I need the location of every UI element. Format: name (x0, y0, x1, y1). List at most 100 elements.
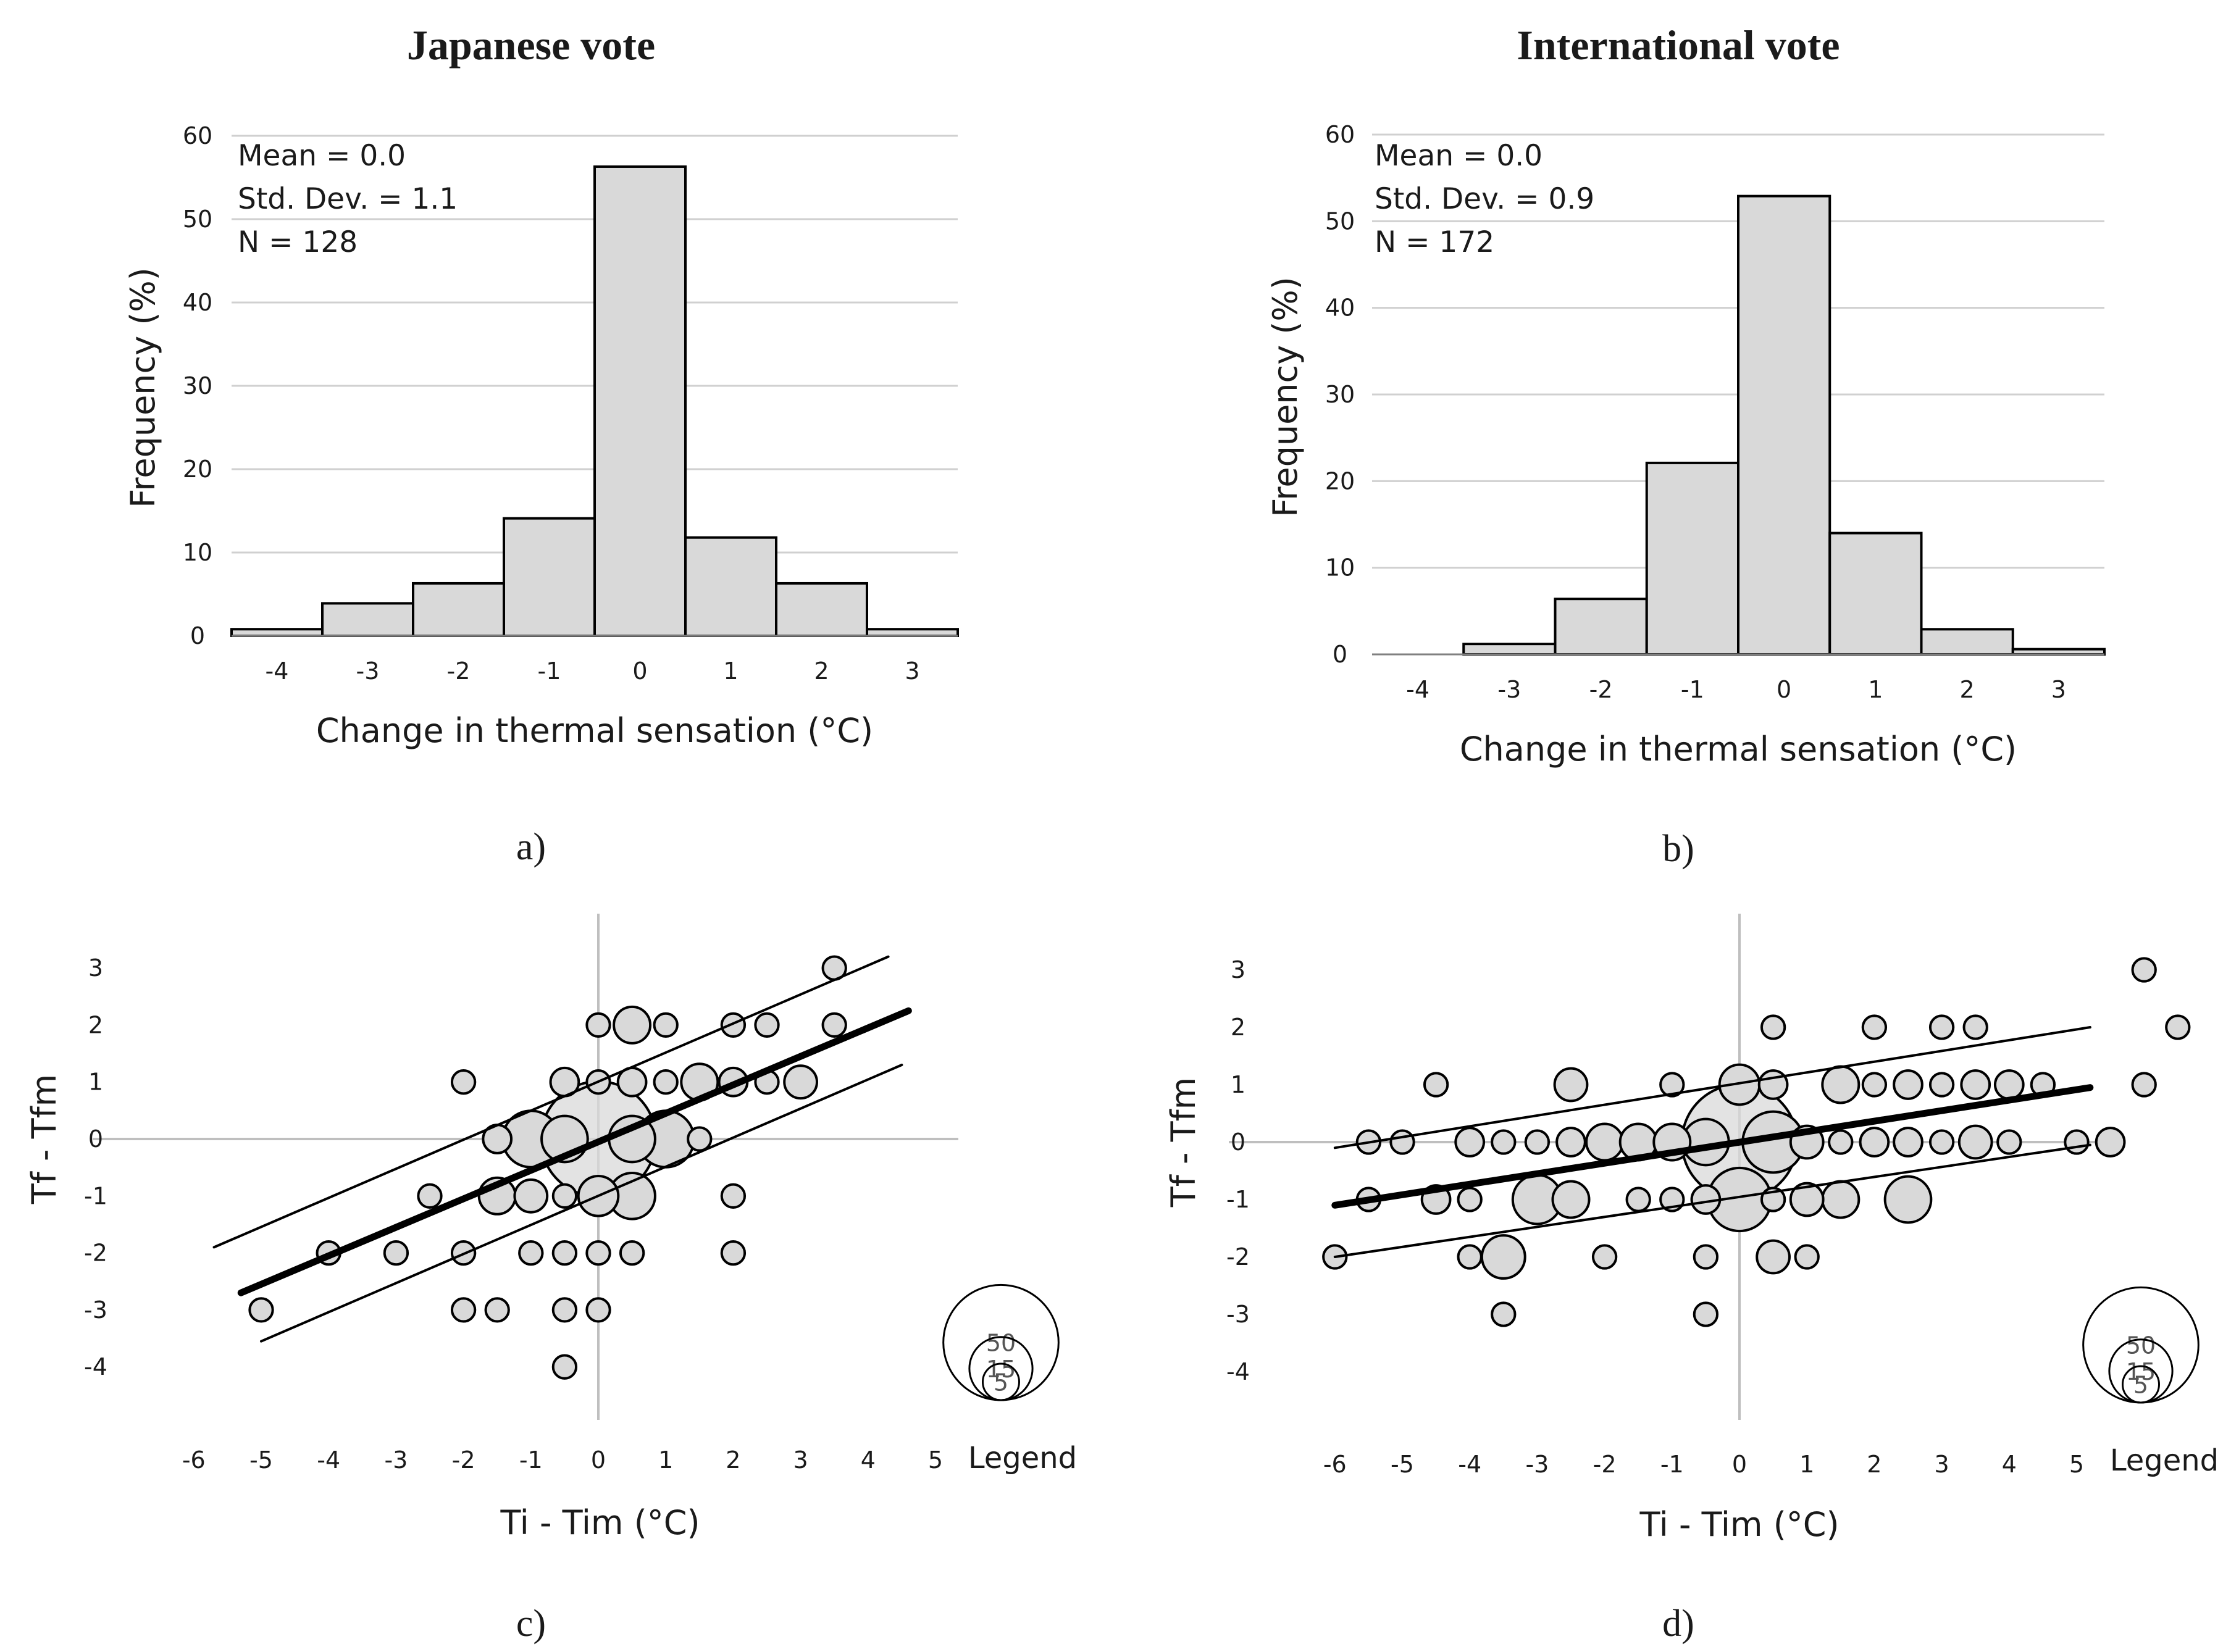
panel-c-y-tick: -1 (84, 1182, 107, 1209)
panel-d-point (1693, 1301, 1719, 1327)
panel-c-point (551, 1297, 578, 1323)
panel-d-upper-line (1333, 1026, 2091, 1149)
panel-a-x-tick: 2 (814, 657, 829, 685)
panel-c-x-tick: 2 (726, 1446, 740, 1474)
panel-c-x-tick: -3 (384, 1446, 408, 1474)
panel-d-y-tick: -2 (1226, 1243, 1250, 1270)
panel-b-label: b) (1662, 828, 1694, 870)
panel-b-bar (1645, 461, 1739, 656)
panel-d-x-tick: 3 (1935, 1451, 1949, 1478)
panel-d-legend-title: Legend (2110, 1443, 2219, 1478)
panel-c-point (613, 1005, 652, 1045)
panel-c-point (585, 1240, 611, 1266)
panel-b-y-tick: 60 (1325, 121, 1355, 148)
panel-d-point (1757, 1069, 1789, 1100)
panel-a-x-ticks: -4 -3 -2 -1 0 1 2 3 (266, 657, 920, 685)
panel-b-y-ticks: 0 10 20 30 40 50 60 (1325, 121, 1355, 668)
panel-d-point (1962, 1014, 1988, 1040)
panel-d-point (1591, 1244, 1618, 1270)
panel-d-y-tick: 3 (1231, 956, 1245, 983)
panel-b-bar (1462, 643, 1557, 656)
panel-a-bar (321, 602, 414, 637)
panel-b-stat-mean: Mean = 0.0 (1375, 139, 1542, 173)
panel-c-legend-value: 15 (986, 1356, 1016, 1383)
panel-b-x-tick: 1 (1868, 676, 1883, 703)
panel-a-y-tick: 60 (183, 122, 212, 149)
panel-d-point (1491, 1301, 1517, 1327)
panel-c-point (619, 1240, 645, 1266)
panel-c-point (518, 1240, 544, 1266)
panel-c-y-tick: 3 (88, 954, 103, 982)
panel-d-point (1457, 1244, 1483, 1270)
panel-d-y-tick: -4 (1226, 1358, 1250, 1385)
panel-b-bar (1920, 628, 2014, 656)
panel-c-point (720, 1012, 747, 1038)
panel-a-x-label: Change in thermal sensation (°C) (316, 711, 873, 750)
panel-d-point (1454, 1127, 1486, 1158)
panel-d-x-tick: -2 (1593, 1451, 1617, 1478)
panel-c-y-tick: -3 (84, 1296, 107, 1324)
panel-d-point (1756, 1239, 1791, 1275)
panel-c-point (450, 1069, 477, 1095)
panel-c-legend-circle (981, 1362, 1021, 1401)
panel-c-x-tick: 1 (658, 1446, 673, 1474)
panel-b-y-tick: 0 (1333, 641, 1347, 668)
panel-d-y-label: Tf - Tfm (1164, 1077, 1203, 1208)
panel-d-legend-circle (2121, 1365, 2161, 1404)
panel-c-legend-value: 50 (986, 1330, 1016, 1357)
panel-d-point (1883, 1175, 1933, 1224)
panel-d-y-tick: 0 (1231, 1128, 1245, 1156)
panel-c-point (450, 1297, 477, 1323)
panel-a-y-tick: 30 (183, 372, 212, 399)
panel-c-point (551, 1183, 578, 1209)
panel-c-legend-title: Legend (968, 1441, 1077, 1475)
panel-d-point (1553, 1067, 1589, 1103)
panel-d-point (1828, 1129, 1854, 1155)
panel-d-y-tick: -3 (1226, 1301, 1250, 1328)
panel-a-y-label: Frequency (%) (123, 267, 162, 508)
panel-d-point (1993, 1069, 2025, 1100)
panel-d-legend-value: 50 (2126, 1332, 2156, 1359)
panel-d-point (2165, 1014, 2191, 1040)
panel-a-y-tick: 40 (183, 289, 212, 316)
panel-c-legend-value: 5 (994, 1369, 1008, 1396)
panel-d-point (1551, 1180, 1591, 1219)
panel-c-x-tick: -4 (317, 1446, 340, 1474)
panel-d-x-tick: 2 (1867, 1451, 1881, 1478)
panel-c-point (720, 1240, 747, 1266)
panel-a-stat-sd: Std. Dev. = 1.1 (238, 182, 458, 216)
panel-c-y-tick: -4 (84, 1353, 107, 1380)
panel-a-bar (684, 536, 777, 638)
panel-d-point (1524, 1129, 1551, 1155)
panel-b-bars (1462, 194, 2106, 656)
panel-d-point (1693, 1244, 1719, 1270)
panel-c-point (653, 1069, 679, 1095)
panel-d-point (1996, 1129, 2022, 1155)
panel-d-x-label: Ti - Tim (°C) (1639, 1505, 1839, 1544)
panel-d-point (1789, 1182, 1825, 1217)
panel-a-x-tick: 1 (723, 657, 738, 685)
panel-a-bar (412, 582, 505, 638)
panel-c-point (417, 1183, 443, 1209)
panel-d-y-tick: 2 (1231, 1014, 1245, 1041)
panel-a-title: Japanese vote (407, 22, 655, 69)
panel-d-point (1491, 1129, 1517, 1155)
panel-b-y-tick: 30 (1325, 381, 1355, 408)
panel-c-point (551, 1354, 578, 1380)
panel-c-point (551, 1240, 578, 1266)
panel-d-point (1389, 1129, 1415, 1155)
panel-b-title: International vote (1517, 22, 1840, 69)
panel-d-label: d) (1662, 1603, 1694, 1645)
panel-c-lower-line (260, 1064, 903, 1343)
panel-c-point (720, 1183, 747, 1209)
panel-d-x-tick: -1 (1660, 1451, 1684, 1478)
panel-d-axes (1229, 914, 2103, 1420)
panel-c-x-ticks: -6 -5 -4 -3 -2 -1 0 1 2 3 4 5 (182, 1446, 943, 1474)
panel-d-x-tick: 4 (2002, 1451, 2017, 1478)
panel-c-y-tick: -2 (84, 1240, 107, 1267)
panel-d-point (1893, 1127, 1923, 1158)
panel-d-x-ticks: -6 -5 -4 -3 -2 -1 0 1 2 3 4 5 (1323, 1451, 2084, 1478)
panel-d-legend-value: 5 (2133, 1371, 2148, 1398)
